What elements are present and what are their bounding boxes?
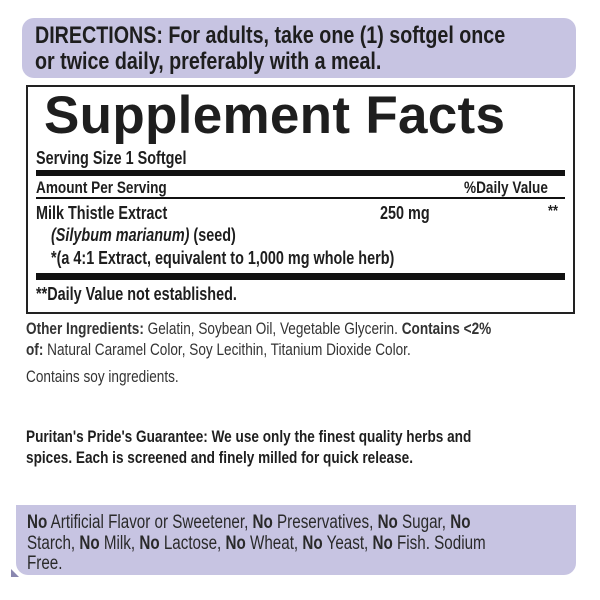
ingredient-amount: 250 mg — [380, 203, 430, 223]
serving-size: Serving Size 1 Softgel — [36, 148, 187, 168]
other-ingredients-line-2: of: Natural Caramel Color, Soy Lecithin,… — [26, 340, 411, 360]
footnote: **Daily Value not established. — [36, 284, 237, 304]
free-from-line-2: Starch, No Milk, No Lactose, No Wheat, N… — [27, 533, 486, 554]
free-from-box: No Artificial Flavor or Sweetener, No Pr… — [16, 505, 576, 575]
amount-per-serving-header: Amount Per Serving — [36, 178, 167, 197]
directions-box: DIRECTIONS: For adults, take one (1) sof… — [22, 18, 576, 78]
daily-value-header: %Daily Value — [464, 178, 548, 197]
of-label: of: — [26, 340, 44, 359]
free-from-line-1: No Artificial Flavor or Sweetener, No Pr… — [27, 512, 471, 533]
directions-line-2: or twice daily, preferably with a meal. — [35, 48, 382, 75]
ingredient-dv: ** — [548, 203, 558, 220]
facts-title: Supplement Facts — [44, 86, 506, 145]
supplement-facts-panel: Supplement Facts Serving Size 1 Softgel … — [26, 85, 575, 314]
contains-label: Contains <2% — [401, 319, 492, 338]
thin-divider — [36, 197, 565, 199]
allergen-statement: Contains soy ingredients. — [26, 367, 179, 386]
other-ingredients-line-1: Other Ingredients: Gelatin, Soybean Oil,… — [26, 319, 491, 339]
other-ingredients-label: Other Ingredients: — [26, 319, 144, 338]
ingredient-name: Milk Thistle Extract — [36, 203, 168, 223]
minor-ingredients-text: Natural Caramel Color, Soy Lecithin, Tit… — [43, 340, 411, 359]
thick-divider — [36, 170, 565, 176]
free-from-line-3: Free. — [27, 553, 63, 574]
guarantee-line-2: spices. Each is screened and finely mill… — [26, 448, 414, 467]
plant-part: (seed) — [189, 225, 236, 245]
ingredient-latin-line: (Silybum marianum) (seed) — [51, 225, 236, 246]
guarantee-line-1: Puritan's Pride's Guarantee: We use only… — [26, 427, 472, 446]
corner-triangle-decoration — [11, 569, 19, 577]
latin-name: (Silybum marianum) — [51, 225, 190, 245]
extract-note: *(a 4:1 Extract, equivalent to 1,000 mg … — [51, 248, 395, 268]
thick-divider-bottom — [36, 273, 565, 280]
directions-line-1: DIRECTIONS: For adults, take one (1) sof… — [35, 22, 506, 49]
other-ingredients-text: Gelatin, Soybean Oil, Vegetable Glycerin… — [143, 319, 402, 338]
